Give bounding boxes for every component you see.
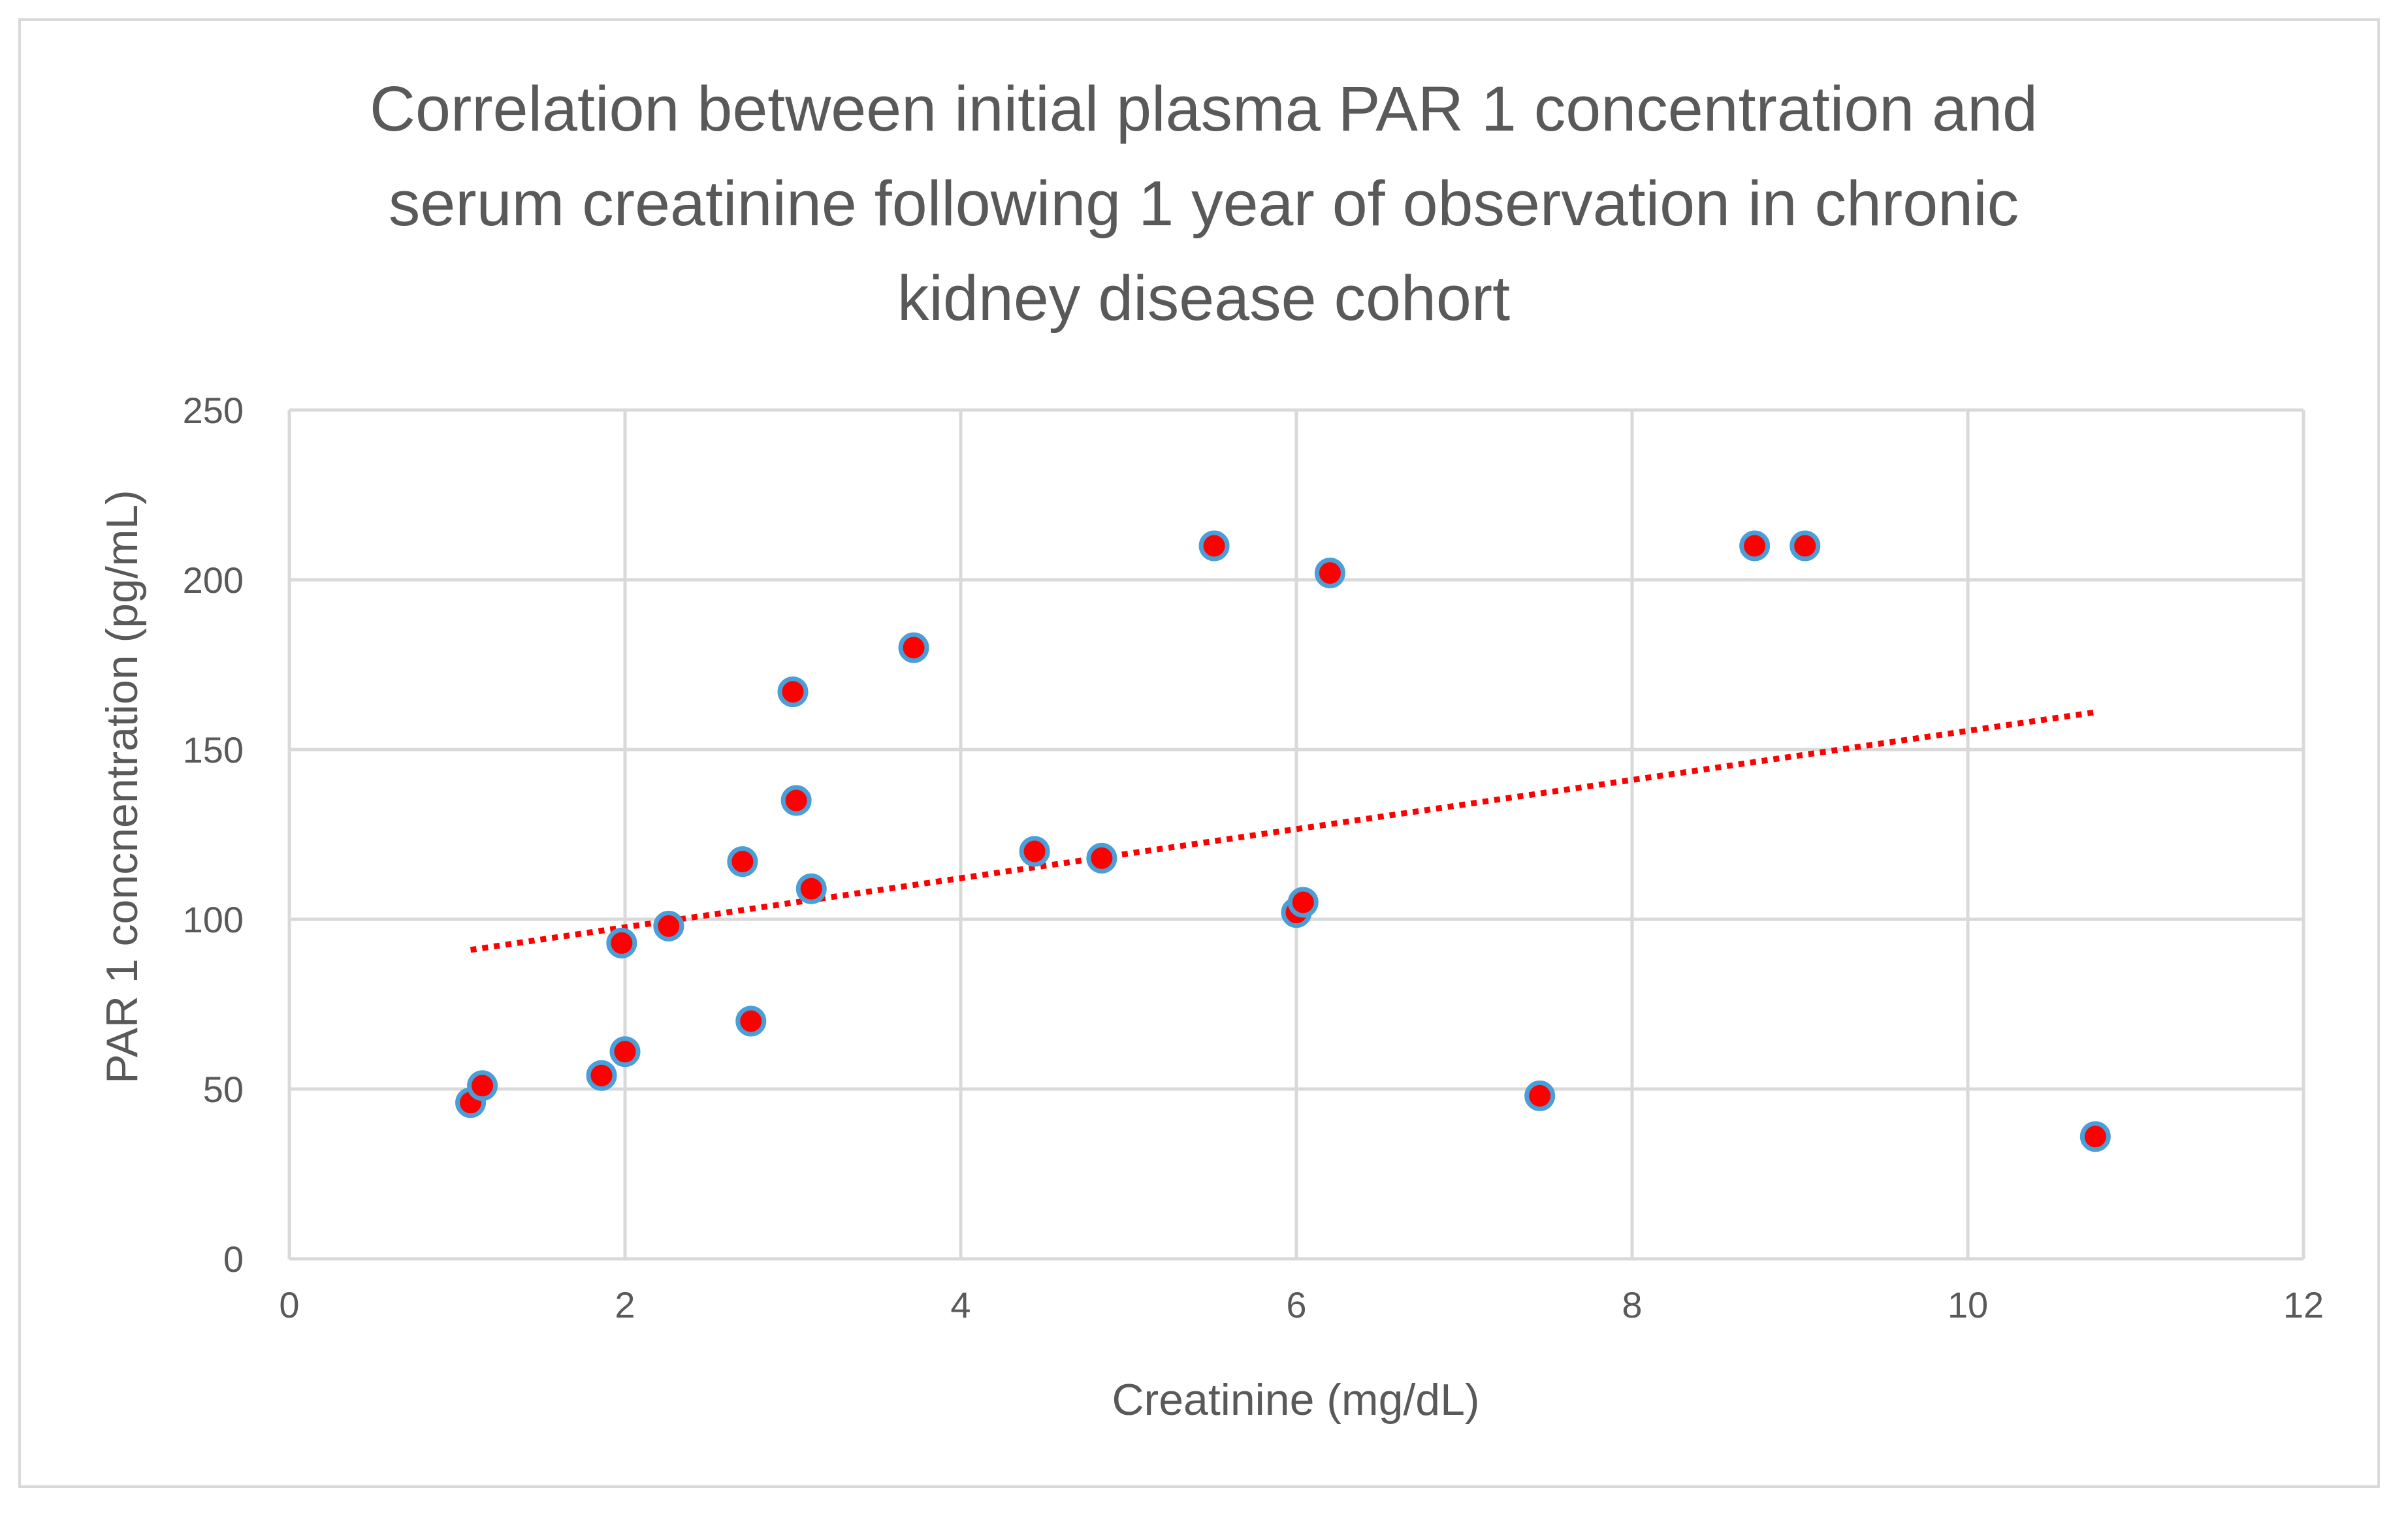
data-point xyxy=(2079,1121,2111,1152)
x-tick-label: 12 xyxy=(2283,1284,2324,1325)
data-point xyxy=(780,785,812,816)
data-point xyxy=(1524,1080,1556,1111)
x-tick-label: 2 xyxy=(615,1284,635,1325)
data-point xyxy=(606,927,637,958)
data-point xyxy=(1198,530,1230,561)
gridlines xyxy=(287,408,2305,1261)
data-point xyxy=(898,632,929,663)
x-tick-label: 0 xyxy=(279,1284,299,1325)
x-axis-title: Creatinine (mg/dL) xyxy=(1112,1375,1479,1425)
x-axis-tick-labels: 0 2 4 6 8 10 12 xyxy=(279,1284,2324,1325)
x-tick-label: 4 xyxy=(950,1284,971,1325)
chart-title-line-1: Correlation between initial plasma PAR 1… xyxy=(370,73,2038,144)
x-tick-label: 6 xyxy=(1286,1284,1306,1325)
data-point xyxy=(1790,530,1821,561)
x-tick-label: 8 xyxy=(1622,1284,1642,1325)
chart-frame xyxy=(18,18,2380,1488)
data-point xyxy=(1019,836,1050,867)
data-point xyxy=(467,1070,498,1101)
data-points xyxy=(455,530,2111,1152)
y-tick-label: 200 xyxy=(183,560,244,601)
y-tick-label: 150 xyxy=(183,729,244,770)
y-tick-label: 50 xyxy=(203,1069,244,1110)
chart-title-line-2: serum creatinine following 1 year of obs… xyxy=(389,168,2019,239)
data-point xyxy=(653,910,684,941)
data-point xyxy=(1287,887,1319,918)
data-point xyxy=(735,1005,767,1037)
data-point xyxy=(727,846,758,878)
chart-title: Correlation between initial plasma PAR 1… xyxy=(370,73,2038,334)
x-tick-label: 10 xyxy=(1948,1284,1988,1325)
data-point xyxy=(586,1060,617,1091)
data-point xyxy=(1739,530,1771,561)
y-axis-title: PAR 1 concnentration (pg/mL) xyxy=(97,490,147,1084)
data-point xyxy=(609,1036,641,1067)
y-tick-label: 100 xyxy=(183,899,244,940)
data-point xyxy=(777,676,809,708)
trendline-group xyxy=(470,709,2096,953)
data-point xyxy=(795,873,827,904)
y-tick-label: 250 xyxy=(183,390,244,431)
y-tick-label: 0 xyxy=(223,1239,244,1280)
data-point xyxy=(1314,558,1345,589)
trendline xyxy=(470,709,2096,953)
y-axis-tick-labels: 0 50 100 150 200 250 xyxy=(183,390,244,1280)
data-point xyxy=(1086,842,1117,874)
chart-title-line-3: kidney disease cohort xyxy=(897,262,1510,334)
